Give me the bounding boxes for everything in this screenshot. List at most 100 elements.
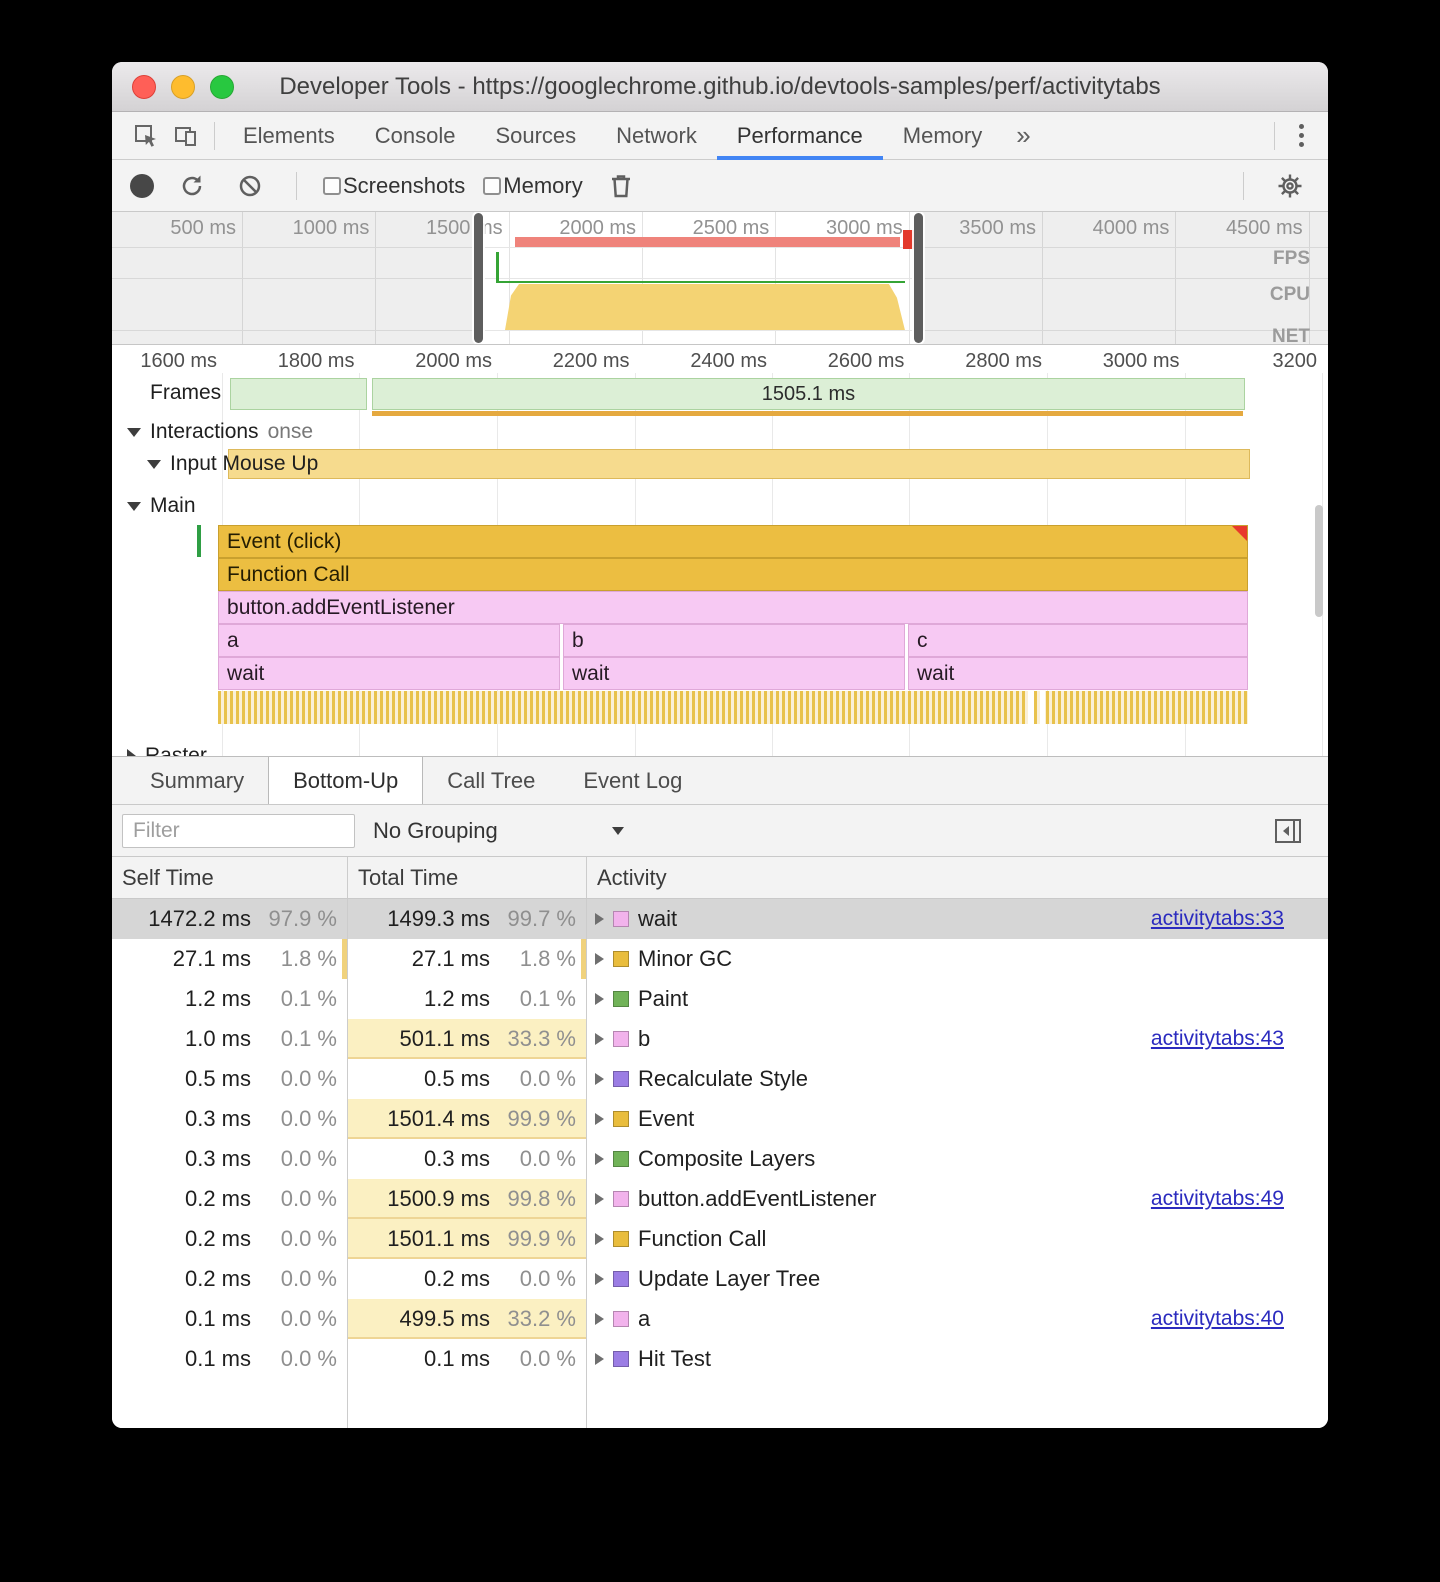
flame-bar-c[interactable]: c (907, 624, 1248, 657)
gc-activity-stripes[interactable] (218, 691, 1248, 724)
table-row[interactable]: 0.3 ms 0.0 % 0.3 ms 0.0 % Composite Layers (112, 1139, 1328, 1179)
expand-arrow-icon[interactable] (595, 1033, 604, 1045)
expand-arrow-icon[interactable] (595, 913, 604, 925)
category-color-swatch (613, 1191, 629, 1207)
memory-label[interactable]: Memory (503, 172, 583, 198)
flame-bar-a[interactable]: a (218, 624, 560, 657)
header-self-time[interactable]: Self Time (112, 857, 348, 898)
garbage-collect-icon[interactable] (601, 166, 641, 206)
source-link[interactable]: activitytabs:40 (1150, 1307, 1284, 1330)
tab-event-log[interactable]: Event Log (583, 767, 683, 793)
timeline-overview[interactable]: 500 ms 1000 ms 1500 ms 2000 ms 2500 ms 3… (112, 212, 1328, 345)
selection-handle-right[interactable] (913, 213, 923, 343)
show-details-pane-icon[interactable] (1274, 818, 1302, 844)
traffic-lights (132, 75, 234, 99)
expand-arrow-icon[interactable] (595, 1233, 604, 1245)
flame-bar-wait[interactable]: wait (563, 657, 905, 690)
table-row[interactable]: 0.1 ms 0.0 % 0.1 ms 0.0 % Hit Test (112, 1339, 1328, 1379)
flame-bar-wait[interactable]: wait (907, 657, 1248, 690)
table-row[interactable]: 0.1 ms 0.0 % 499.5 ms 33.2 % a activitytabs… (112, 1299, 1328, 1339)
frame-bar[interactable] (229, 378, 367, 410)
main-menu-icon[interactable] (1289, 124, 1314, 147)
source-link[interactable]: activitytabs:49 (1150, 1187, 1284, 1210)
self-time-pct: 0.1 % (280, 1026, 337, 1051)
flame-tick: 3000 ms (1102, 350, 1180, 372)
clear-recording-icon[interactable] (230, 166, 270, 206)
flame-bar-label: b (572, 629, 584, 652)
table-row[interactable]: 0.3 ms 0.0 % 1501.4 ms 99.9 % Event (112, 1099, 1328, 1139)
close-window-button[interactable] (132, 75, 156, 99)
screenshots-checkbox[interactable] (323, 176, 341, 195)
collapse-arrow-icon[interactable] (147, 459, 161, 469)
tab-sources[interactable]: Sources (495, 122, 577, 148)
expand-arrow-icon[interactable] (595, 1353, 604, 1365)
table-row[interactable]: 0.2 ms 0.0 % 1500.9 ms 99.8 % button.addEv… (112, 1179, 1328, 1219)
self-time-ms: 1.0 ms (184, 1026, 251, 1051)
frames-track-label[interactable]: Frames (150, 381, 222, 404)
expand-arrow-icon[interactable] (595, 1193, 604, 1205)
collapse-arrow-icon[interactable] (127, 427, 141, 437)
table-row[interactable]: 1.2 ms 0.1 % 1.2 ms 0.1 % Paint (112, 979, 1328, 1019)
table-row[interactable]: 0.2 ms 0.0 % 0.2 ms 0.0 % Update Layer Tre… (112, 1259, 1328, 1299)
total-time-pct: 99.8 % (507, 1186, 577, 1211)
inspect-element-icon[interactable] (126, 116, 166, 156)
expand-arrow-icon[interactable] (595, 953, 604, 965)
expand-arrow-icon[interactable] (595, 1073, 604, 1085)
flame-bar-event-click[interactable]: Event (click) (218, 525, 1248, 558)
source-link[interactable]: activitytabs:33 (1150, 907, 1284, 930)
tab-call-tree[interactable]: Call Tree (447, 767, 536, 793)
collapse-arrow-icon[interactable] (127, 501, 141, 511)
table-row[interactable]: 0.2 ms 0.0 % 1501.1 ms 99.9 % Function Cal… (112, 1219, 1328, 1259)
raster-track-label[interactable]: Raster (127, 743, 207, 756)
memory-checkbox[interactable] (483, 176, 502, 195)
selection-handle-left[interactable] (474, 213, 484, 343)
flame-scrollbar-thumb[interactable] (1315, 505, 1323, 617)
interactions-track-label[interactable]: Interactions onse (127, 419, 313, 445)
memory-toggle[interactable]: Memory (483, 172, 583, 199)
settings-gear-icon[interactable] (1270, 166, 1310, 206)
table-row[interactable]: 1472.2 ms 97.9 % 1499.3 ms 99.7 % wait acti… (112, 899, 1328, 939)
tab-console[interactable]: Console (374, 122, 456, 148)
header-activity[interactable]: Activity (597, 864, 667, 890)
table-row[interactable]: 1.0 ms 0.1 % 501.1 ms 33.3 % b activitytabs… (112, 1019, 1328, 1059)
grouping-select[interactable]: No Grouping (373, 818, 624, 844)
input-mouse-up-bar[interactable] (228, 449, 1251, 479)
expand-arrow-icon[interactable] (595, 993, 604, 1005)
tab-memory[interactable]: Memory (902, 122, 983, 148)
flame-bar-function-call[interactable]: Function Call (218, 558, 1248, 591)
tab-network[interactable]: Network (616, 122, 697, 148)
flame-bar-wait[interactable]: wait (218, 657, 560, 690)
table-row[interactable]: 27.1 ms 1.8 % 27.1 ms 1.8 % Minor GC (112, 939, 1328, 979)
zoom-window-button[interactable] (210, 75, 234, 99)
filter-input[interactable] (122, 813, 355, 848)
tab-performance[interactable]: Performance (716, 112, 883, 160)
main-track-label[interactable]: Main (127, 493, 196, 519)
frame-bar[interactable]: 1505.1 ms (371, 378, 1245, 410)
tab-elements[interactable]: Elements (243, 122, 335, 148)
flame-bar-b[interactable]: b (563, 624, 905, 657)
total-time-cell: 0.3 ms 0.0 % (348, 1139, 587, 1179)
reload-and-profile-icon[interactable] (172, 166, 212, 206)
table-row[interactable]: 0.5 ms 0.0 % 0.5 ms 0.0 % Recalculate Styl… (112, 1059, 1328, 1099)
tab-summary[interactable]: Summary (150, 767, 245, 793)
device-toolbar-icon[interactable] (166, 116, 206, 156)
source-link[interactable]: activitytabs:43 (1150, 1027, 1284, 1050)
self-time-pct: 0.0 % (280, 1226, 337, 1251)
screenshots-toggle[interactable]: Screenshots (323, 173, 465, 199)
details-tabbar: Summary Bottom-Up Call Tree Event Log (112, 757, 1328, 805)
flame-chart[interactable]: 1600 ms 1800 ms 2000 ms 2200 ms 2400 ms … (112, 345, 1328, 757)
expand-arrow-icon[interactable] (595, 1113, 604, 1125)
expand-arrow-icon[interactable] (595, 1153, 604, 1165)
input-mouse-up-label[interactable]: Input Mouse Up (147, 451, 318, 477)
header-total-time[interactable]: Total Time (348, 857, 587, 898)
category-color-swatch (613, 1071, 629, 1087)
minimize-window-button[interactable] (171, 75, 195, 99)
more-tabs-icon[interactable]: » (1016, 120, 1031, 150)
expand-arrow-icon[interactable] (127, 749, 136, 756)
expand-arrow-icon[interactable] (595, 1273, 604, 1285)
tab-bottom-up[interactable]: Bottom-Up (268, 757, 424, 804)
expand-arrow-icon[interactable] (595, 1313, 604, 1325)
screenshots-label[interactable]: Screenshots (343, 172, 466, 198)
flame-bar-listener[interactable]: button.addEventListener (218, 591, 1248, 624)
record-button[interactable] (130, 173, 154, 198)
